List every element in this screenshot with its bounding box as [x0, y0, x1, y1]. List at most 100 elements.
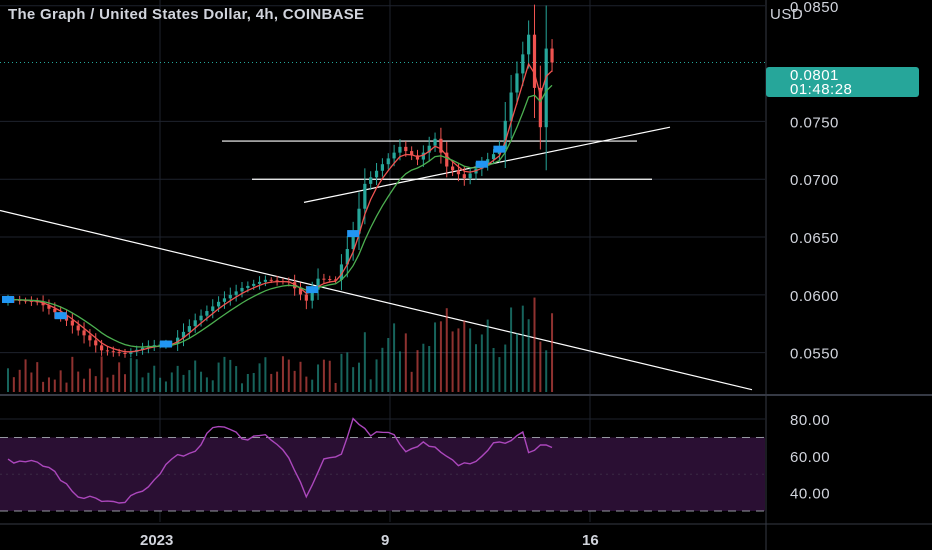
volume-bar	[293, 370, 296, 392]
candle-body	[456, 170, 461, 175]
volume-bar	[545, 350, 548, 392]
volume-bar	[299, 361, 302, 392]
candle-body	[509, 92, 513, 121]
volume-bar	[124, 374, 126, 392]
volume-bar	[398, 351, 401, 392]
price-tick-label: 0.0650	[790, 230, 839, 247]
candle-body	[263, 279, 267, 282]
candle-body	[76, 325, 80, 331]
volume-bar	[527, 319, 530, 392]
volume-bar	[194, 360, 197, 392]
axis-labels: USD 0.0850 0.0750 0.0700 0.0650 0.0600 0…	[140, 0, 839, 549]
volume-bar	[188, 370, 191, 392]
candle-body	[433, 138, 437, 146]
volume-bar	[270, 373, 273, 392]
candle-body	[369, 177, 373, 184]
rsi-tick-label: 60.00	[790, 449, 830, 466]
candle-body	[410, 151, 414, 156]
candle-body	[47, 305, 51, 309]
candle-body	[140, 347, 145, 350]
signal-marker	[2, 295, 14, 303]
volume-bar	[504, 344, 507, 392]
volume-bar	[159, 377, 162, 392]
volume-bar	[170, 372, 173, 392]
volume-bar	[147, 372, 150, 392]
ema-fast-line	[7, 62, 553, 353]
volume-bar	[12, 377, 15, 392]
volume-bar	[276, 371, 279, 392]
candle-body	[234, 291, 238, 295]
volume-bars	[7, 297, 554, 392]
candle-body	[257, 281, 262, 284]
trendline	[0, 209, 753, 391]
candle-body	[404, 146, 408, 152]
volume-bar	[404, 333, 407, 392]
volume-bar	[200, 371, 203, 392]
candle-body	[392, 152, 396, 159]
volume-bar	[211, 380, 214, 392]
time-axis-label: 16	[582, 532, 599, 549]
candle-body	[228, 294, 232, 299]
volume-bar	[77, 371, 80, 392]
rsi-tick-label: 80.00	[790, 412, 830, 429]
signal-marker	[347, 230, 360, 238]
candle-body	[322, 278, 326, 280]
candle-body	[386, 158, 390, 165]
rsi-line-layer	[7, 417, 553, 504]
candle-body	[53, 308, 57, 313]
volume-bar	[469, 328, 472, 392]
volume-bar	[439, 321, 442, 392]
volume-bar	[30, 372, 33, 392]
volume-bar	[100, 356, 103, 392]
volume-bar	[358, 362, 360, 392]
volume-bar	[539, 341, 542, 392]
candle-body	[527, 34, 531, 55]
volume-bar	[434, 322, 437, 392]
price-badge-background	[766, 67, 919, 97]
volume-bar	[492, 347, 495, 392]
candle-body	[246, 285, 250, 288]
candle-body	[293, 282, 297, 289]
rsi-tick-label: 40.00	[790, 486, 830, 503]
signal-marker	[306, 286, 319, 294]
candle-body	[445, 152, 449, 167]
volume-bar	[94, 376, 97, 392]
price-badge: 0.0801 01:48:28	[766, 67, 919, 98]
candle-body	[328, 279, 332, 281]
volume-bar	[375, 359, 378, 392]
candle-body	[217, 301, 221, 307]
volume-bar	[88, 368, 91, 392]
volume-bar	[281, 356, 284, 392]
volume-bar	[480, 334, 483, 392]
volume-bar	[129, 358, 132, 392]
candle-body	[193, 320, 197, 327]
candle-body	[491, 154, 496, 160]
candle-body	[205, 311, 209, 316]
candle-body	[222, 298, 227, 302]
candle-body	[468, 173, 472, 179]
candle-body	[374, 170, 379, 178]
volume-bar	[428, 346, 431, 392]
volume-bar	[305, 376, 308, 392]
candle-body	[357, 208, 361, 234]
volume-bar	[246, 373, 249, 392]
candle-body	[211, 306, 215, 312]
candle-body	[176, 337, 180, 344]
time-axis-label: 9	[381, 532, 389, 549]
volume-bar	[551, 313, 554, 392]
volume-bar	[18, 369, 21, 392]
rsi-line	[7, 417, 553, 504]
price-tick-label: 0.0600	[790, 288, 839, 305]
countdown-label: 01:48:28	[790, 81, 852, 98]
volume-bar	[252, 372, 255, 392]
candle-body	[310, 289, 314, 301]
volume-bar	[521, 305, 524, 392]
volume-bar	[533, 297, 536, 392]
volume-bar	[36, 362, 39, 392]
candle-body	[451, 166, 455, 171]
ema-slow-line	[7, 84, 553, 348]
volume-bar	[422, 343, 425, 392]
volume-bar	[205, 377, 208, 392]
candle-body	[316, 278, 320, 290]
